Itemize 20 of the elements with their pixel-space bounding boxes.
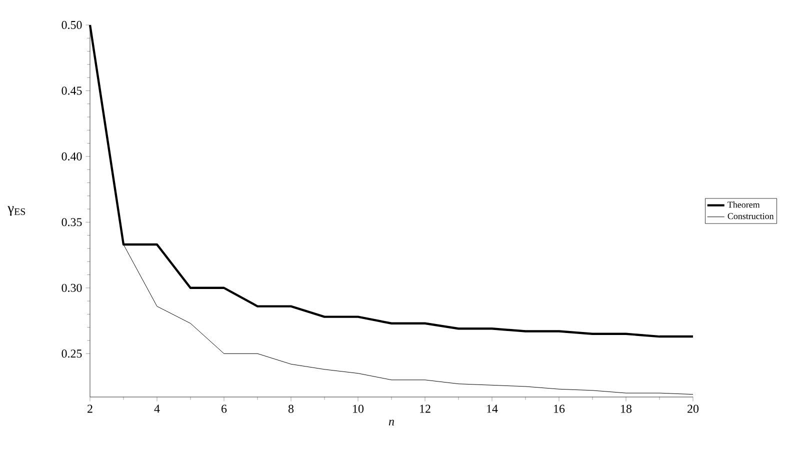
y-tick-label: 0.25 xyxy=(62,350,82,358)
y-tick-label: 0.30 xyxy=(62,284,82,292)
x-tick-label: 4 xyxy=(154,404,160,413)
x-tick-label: 12 xyxy=(420,404,430,413)
x-tick-label: 14 xyxy=(487,404,498,413)
x-axis-title: n xyxy=(388,420,394,426)
y-tick-label: 0.35 xyxy=(62,218,82,226)
y-axis-title: γ$_{ES}$ xyxy=(8,206,26,216)
x-tick-label: 18 xyxy=(621,404,632,413)
y-tick-label: 0.40 xyxy=(62,152,82,161)
x-tick-label: 10 xyxy=(353,404,364,413)
x-tick-label: 2 xyxy=(88,404,92,413)
x-tick-label: 16 xyxy=(554,404,565,413)
y-tick-label: 0.50 xyxy=(62,20,82,30)
legend-label: Theorem xyxy=(728,201,760,208)
y-tick-label: 0.45 xyxy=(62,86,82,95)
legend-label: Construction xyxy=(728,213,774,220)
x-tick-label: 6 xyxy=(222,404,227,413)
x-tick-label: 20 xyxy=(688,404,699,413)
x-tick-label: 8 xyxy=(288,404,294,413)
